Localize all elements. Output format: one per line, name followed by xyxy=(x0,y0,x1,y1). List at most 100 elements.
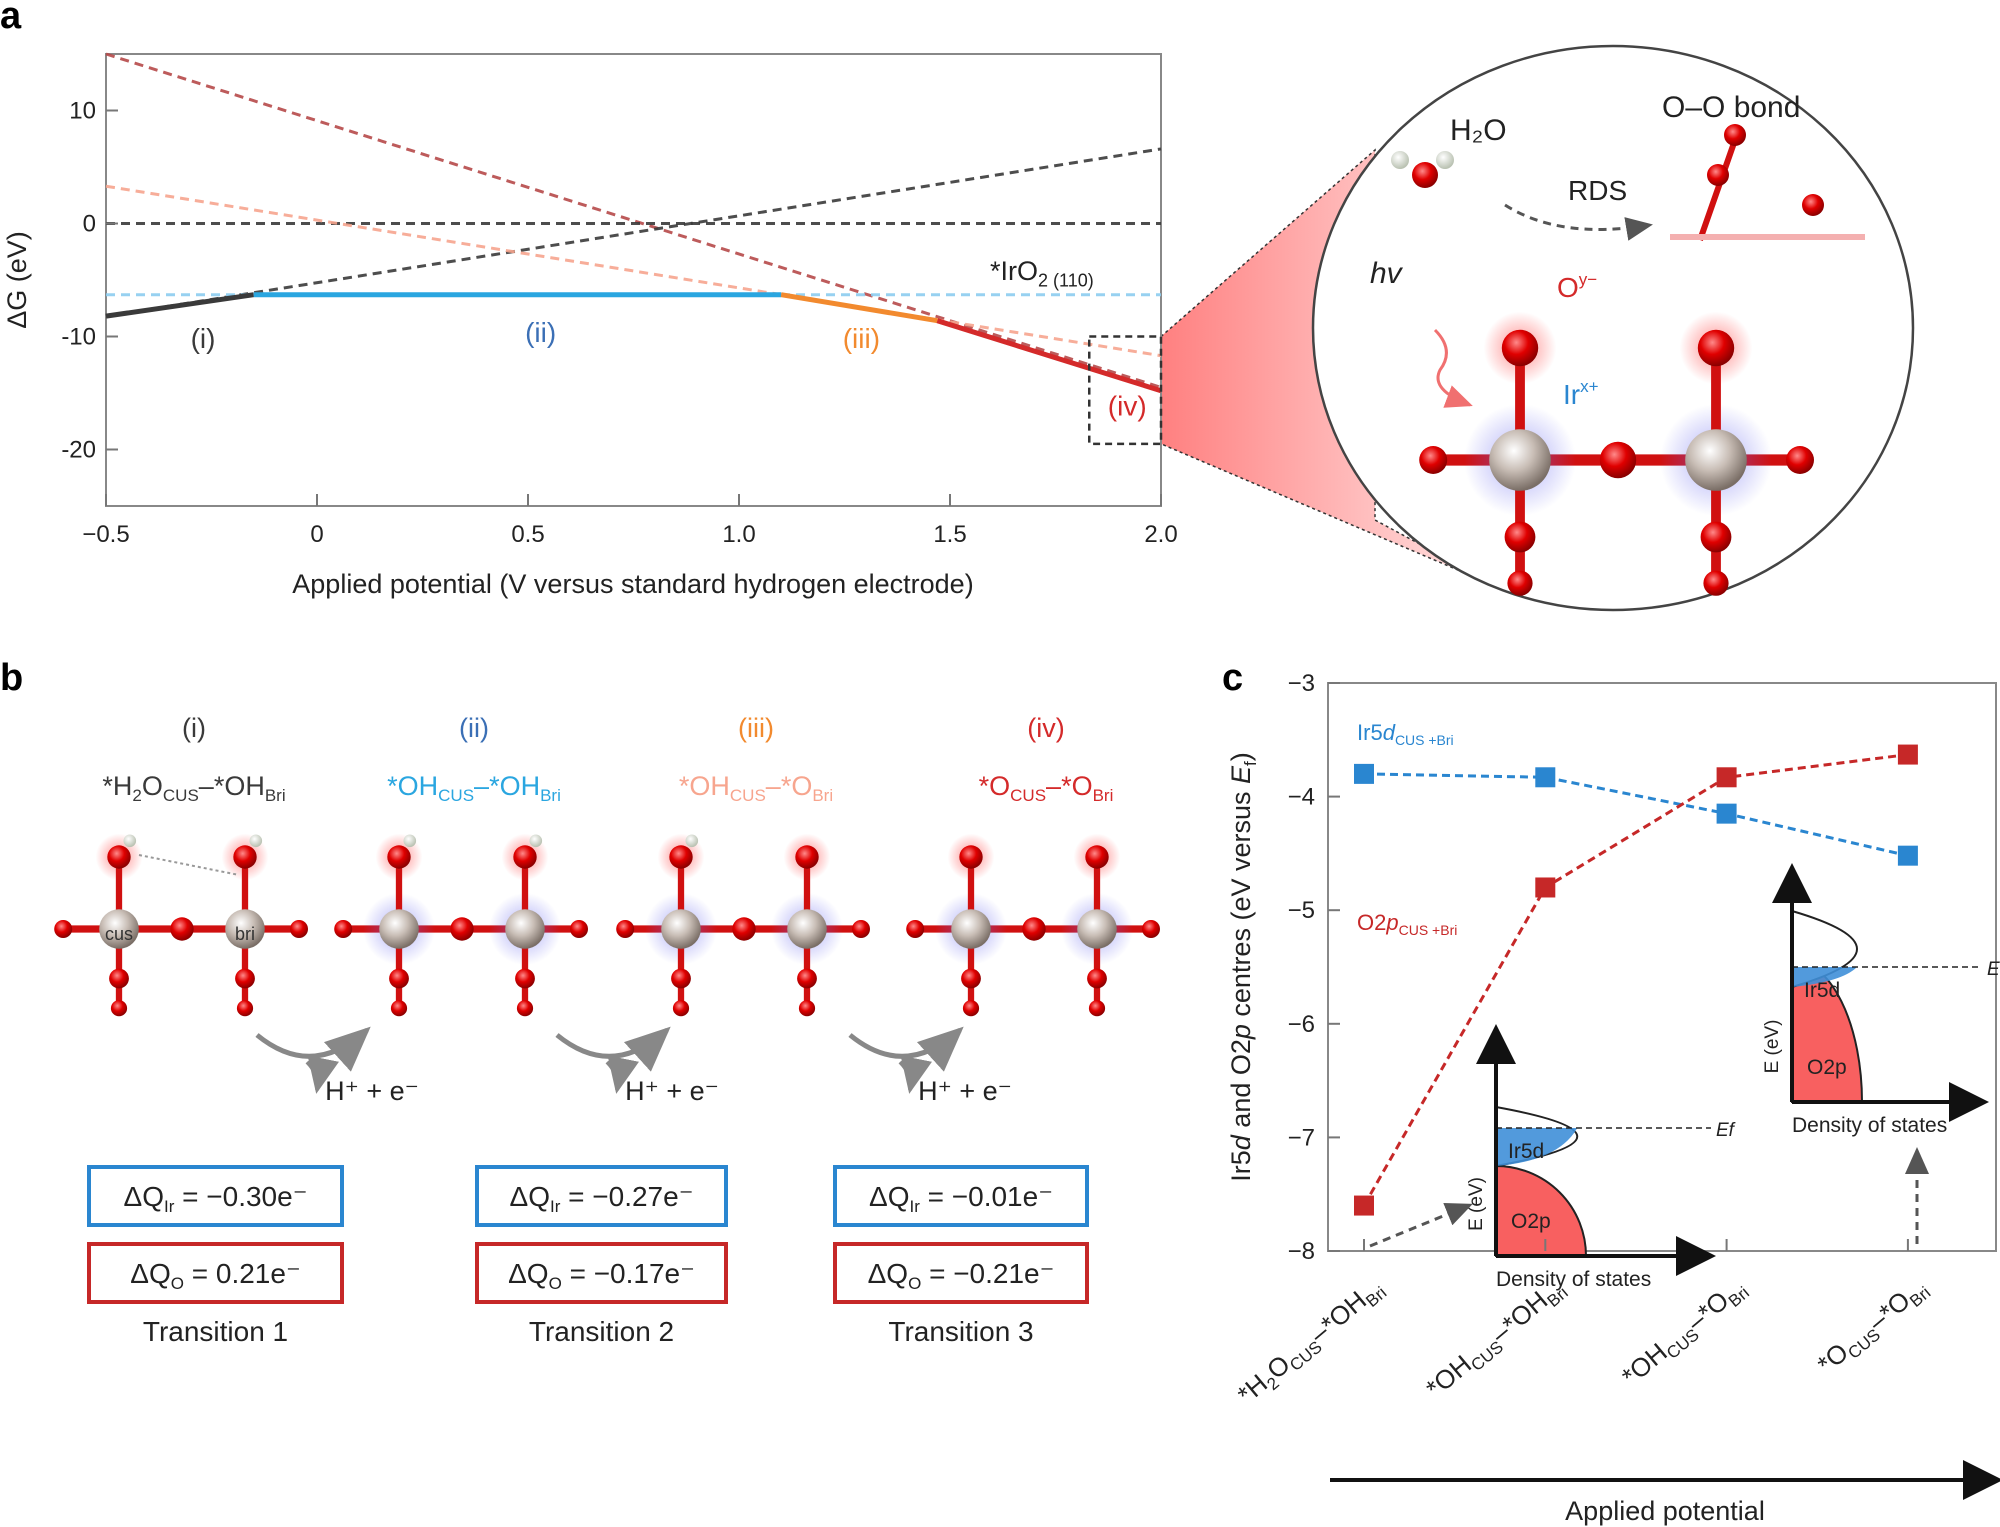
oxygen-atom xyxy=(390,1000,408,1017)
inset-y-label: E (eV) xyxy=(1466,1177,1487,1231)
oxygen-atom xyxy=(1501,329,1539,367)
hv-label: hv xyxy=(1370,257,1404,290)
oxygen-atom xyxy=(1786,446,1814,474)
text-part: CUS +Bri xyxy=(1395,732,1454,748)
y-tick-label: −7 xyxy=(1288,1124,1315,1151)
text-part: CUS xyxy=(1010,786,1046,805)
data-point xyxy=(1535,767,1556,788)
text-part: Bri xyxy=(540,786,561,805)
oxygen-atom xyxy=(389,968,409,989)
oxygen-atom xyxy=(1599,441,1637,479)
text-part: ΔQ xyxy=(124,1181,164,1212)
inset-pointer-arrow-icon xyxy=(1369,1203,1473,1248)
text-part: Bri xyxy=(265,786,286,805)
charge-box-ir xyxy=(87,1165,344,1227)
dashed-line-salmon xyxy=(105,184,1162,358)
text-part: Bri xyxy=(812,786,833,805)
text-part: E xyxy=(1226,765,1256,784)
state-structure xyxy=(906,833,1160,1017)
transition-label: Transition 1 xyxy=(143,1316,288,1347)
oxygen-atom xyxy=(616,920,635,938)
oxygen-atom xyxy=(1085,845,1109,869)
plot-frame-c xyxy=(1327,682,1997,1252)
iridium-atom xyxy=(99,909,139,949)
oxygen-atom xyxy=(1697,329,1735,367)
text-part: ΔQ xyxy=(130,1258,170,1289)
x-tick-label: 0.5 xyxy=(511,521,544,548)
oxygen-atom xyxy=(852,920,870,938)
oxygen-atom xyxy=(1022,917,1046,941)
oxygen-atom xyxy=(236,1000,254,1017)
oxygen-atom xyxy=(290,920,308,938)
text-part: d xyxy=(1226,1134,1256,1150)
y-tick-label: −6 xyxy=(1288,1011,1315,1038)
x-category-label: *OCUS–*OBri xyxy=(1811,1272,1934,1383)
dos-inset: Ir5d O2p Ef E (eV) Density of states xyxy=(1466,1024,1736,1291)
text-part: –*O xyxy=(766,771,813,801)
panel-label-a: a xyxy=(0,0,22,37)
hydrogen-bond xyxy=(138,854,240,876)
oo-bond-label: O–O bond xyxy=(1662,91,1800,124)
oxygen-atom xyxy=(109,968,129,989)
y-axis-label-a: ΔG (eV) xyxy=(2,231,32,329)
iridium-atom xyxy=(505,909,545,949)
oxygen-charge-label: Oy− xyxy=(1557,270,1597,303)
data-point xyxy=(1897,744,1918,765)
oxygen-atom xyxy=(235,968,255,989)
state-roman-label: (iii) xyxy=(738,713,774,743)
state-formula: *OCUS–*OBri xyxy=(979,771,1114,805)
transition-label: Transition 2 xyxy=(529,1316,674,1347)
oxygen-atom xyxy=(1142,920,1160,938)
state-structure: cus bri xyxy=(54,833,308,1017)
y-tick-label: 10 xyxy=(69,98,96,125)
oxygen-atom xyxy=(387,845,411,869)
surface-label: *IrO2 (110) xyxy=(990,256,1094,290)
panel-label-c: c xyxy=(1222,657,1243,699)
text-part: = −0.21e⁻ xyxy=(921,1258,1054,1289)
state-formula: *H2OCUS–*OHBri xyxy=(102,771,285,805)
text-part: –*OH xyxy=(199,771,265,801)
text-part: *O xyxy=(1811,1337,1854,1379)
text-part: O xyxy=(142,771,163,801)
text-part: –*O xyxy=(1046,771,1093,801)
text-part: ΔQ xyxy=(869,1181,909,1212)
text-part: Ir xyxy=(164,1197,175,1216)
oxygen-atom xyxy=(450,917,474,941)
oxygen-atom xyxy=(570,920,588,938)
text-part: CUS xyxy=(730,786,766,805)
y-tick-label: −4 xyxy=(1288,784,1315,811)
data-point xyxy=(1897,845,1918,866)
o2p-band xyxy=(1495,1164,1588,1257)
data-point xyxy=(1535,877,1556,898)
text-part: –*OH xyxy=(1485,1285,1553,1349)
state-structure xyxy=(334,833,588,1017)
oxygen-atom xyxy=(671,968,691,989)
release-arrow-icon xyxy=(305,1055,339,1094)
release-arrow-icon xyxy=(605,1055,639,1094)
dashed-line-darkred xyxy=(105,52,1162,389)
hydrogen-atom xyxy=(1436,151,1454,169)
iridium-atom xyxy=(379,909,419,949)
text-part: Ir xyxy=(550,1197,561,1216)
oxygen-atom xyxy=(962,1000,980,1017)
text-part: ΔQ xyxy=(508,1258,548,1289)
series-label: O2pCUS +Bri xyxy=(1357,910,1457,938)
data-point xyxy=(1716,803,1737,824)
text-part: –*OH xyxy=(1304,1285,1372,1349)
ir5d-filled xyxy=(1496,1128,1578,1166)
text-part: O xyxy=(549,1274,562,1293)
oxygen-atom xyxy=(1507,570,1533,596)
hydrogen-atom xyxy=(529,834,543,848)
charge-box-ir xyxy=(833,1165,1089,1227)
oxygen-atom xyxy=(1504,521,1536,553)
magnifier-inset: H₂O O–O bond RDS hv Oy− Irx+ xyxy=(1311,44,1915,612)
reaction-arrow-icon xyxy=(848,1026,964,1072)
reaction-arrow-icon xyxy=(255,1026,371,1072)
rds-label: RDS xyxy=(1568,175,1627,206)
o2p-label: O2p xyxy=(1511,1210,1551,1233)
oxygen-atom xyxy=(515,968,535,989)
x-tick-label: 1.0 xyxy=(722,521,755,548)
